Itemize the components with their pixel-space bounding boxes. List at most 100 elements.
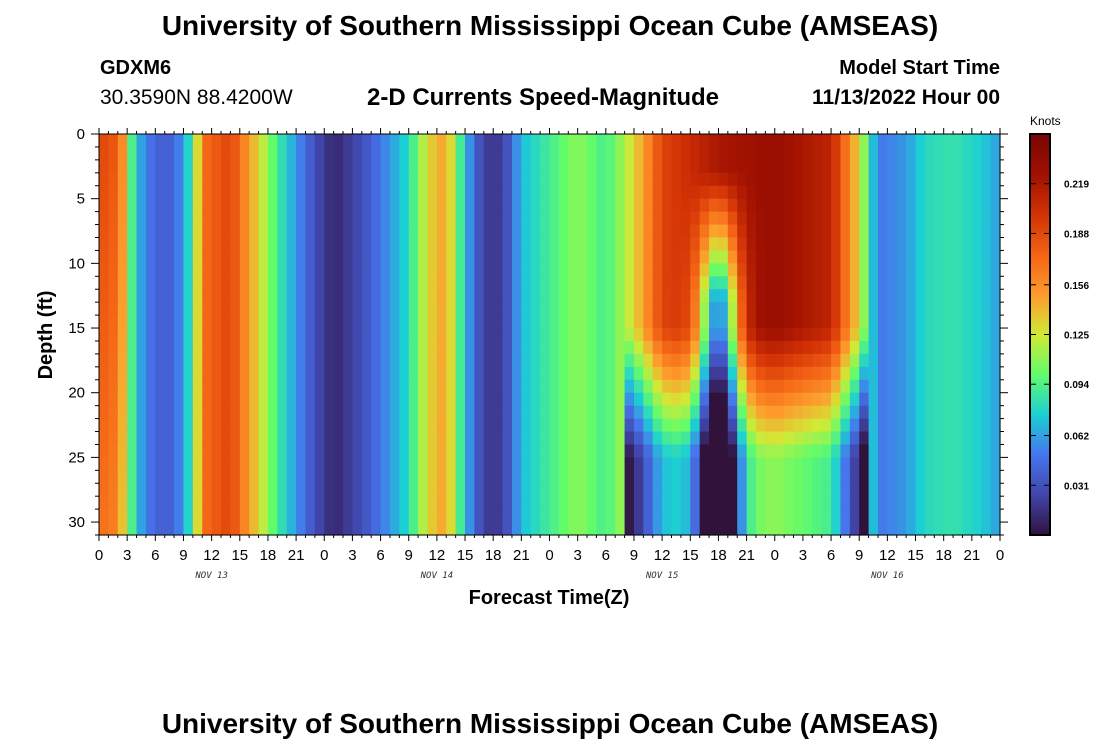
heatmap-cell — [849, 276, 860, 290]
heatmap-cell — [915, 340, 926, 355]
heatmap-cell — [549, 185, 560, 200]
heatmap-cell — [962, 470, 973, 484]
x-tick-label: 21 — [513, 547, 530, 564]
heatmap-cell — [549, 457, 560, 471]
heatmap-cell — [802, 418, 813, 433]
heatmap-cell — [981, 470, 992, 484]
heatmap-cell — [662, 431, 673, 446]
heatmap-cell — [296, 276, 307, 290]
heatmap-cell — [549, 211, 560, 226]
heatmap-cell — [202, 405, 213, 420]
heatmap-cell — [305, 418, 316, 433]
heatmap-cell — [990, 444, 1001, 458]
heatmap-cell — [408, 366, 419, 381]
heatmap-cell — [558, 457, 569, 471]
heatmap-cell — [718, 522, 729, 536]
heatmap-cell — [408, 134, 419, 148]
heatmap-cell — [558, 185, 569, 200]
heatmap-cell — [765, 392, 776, 407]
heatmap-cell — [953, 431, 964, 446]
heatmap-cell — [765, 509, 776, 523]
heatmap-cell — [540, 263, 551, 277]
heatmap-cell — [408, 522, 419, 536]
heatmap-cell — [474, 353, 485, 368]
heatmap-cell — [239, 509, 250, 523]
heatmap-cell — [343, 172, 354, 187]
heatmap-cell — [652, 509, 663, 523]
heatmap-cell — [314, 146, 325, 161]
heatmap-cell — [849, 250, 860, 264]
heatmap-cell — [239, 522, 250, 536]
heatmap-cell — [821, 431, 832, 446]
heatmap-cell — [436, 289, 447, 303]
heatmap-cell — [577, 159, 588, 174]
heatmap-cell — [117, 146, 128, 161]
heatmap-cell — [915, 276, 926, 290]
heatmap-cell — [483, 470, 494, 484]
heatmap-cell — [981, 405, 992, 420]
heatmap-cell — [643, 159, 654, 174]
heatmap-cell — [211, 185, 222, 200]
heatmap-cell — [108, 509, 119, 523]
heatmap-cell — [877, 418, 888, 433]
heatmap-cell — [455, 509, 466, 523]
heatmap-cell — [577, 431, 588, 446]
heatmap-cell — [605, 522, 616, 536]
heatmap-cell — [605, 289, 616, 303]
heatmap-cell — [540, 457, 551, 471]
heatmap-cell — [155, 315, 166, 329]
heatmap-cell — [249, 470, 260, 484]
heatmap-cell — [990, 328, 1001, 342]
heatmap-cell — [859, 418, 870, 433]
heatmap-cell — [211, 470, 222, 484]
heatmap-cell — [99, 237, 109, 252]
heatmap-cell — [990, 211, 1001, 226]
heatmap-cell — [380, 237, 391, 252]
heatmap-cell — [831, 185, 842, 200]
heatmap-cell — [164, 302, 175, 316]
heatmap-cell — [483, 289, 494, 303]
heatmap-cell — [812, 211, 823, 226]
heatmap-cell — [755, 522, 766, 536]
heatmap-cell — [709, 483, 720, 497]
heatmap-cell — [361, 431, 372, 446]
heatmap-cell — [727, 418, 738, 433]
heatmap-cell — [145, 172, 156, 187]
heatmap-cell — [615, 431, 626, 446]
heatmap-cell — [427, 522, 438, 536]
heatmap-cell — [755, 159, 766, 174]
heatmap-cell — [831, 172, 842, 187]
heatmap-cell — [427, 224, 438, 239]
heatmap-cell — [249, 302, 260, 316]
heatmap-cell — [127, 159, 138, 174]
heatmap-cell — [446, 159, 457, 174]
heatmap-cell — [849, 392, 860, 407]
heatmap-cell — [831, 431, 842, 446]
heatmap-cell — [474, 263, 485, 277]
heatmap-cell — [840, 211, 851, 226]
heatmap-cell — [277, 444, 288, 458]
heatmap-cell — [962, 405, 973, 420]
heatmap-cell — [690, 185, 701, 200]
heatmap-cell — [643, 315, 654, 329]
heatmap-cell — [624, 185, 635, 200]
heatmap-cell — [277, 353, 288, 368]
heatmap-cell — [108, 250, 119, 264]
heatmap-cell — [333, 405, 344, 420]
heatmap-cell — [737, 509, 748, 523]
heatmap-cell — [155, 134, 166, 148]
heatmap-cell — [605, 302, 616, 316]
heatmap-cell — [521, 134, 532, 148]
heatmap-cell — [267, 185, 278, 200]
heatmap-cell — [99, 522, 109, 536]
heatmap-cell — [821, 522, 832, 536]
heatmap-cell — [408, 289, 419, 303]
heatmap-cell — [568, 315, 579, 329]
heatmap-cell — [399, 392, 410, 407]
heatmap-cell — [418, 328, 429, 342]
heatmap-cell — [446, 302, 457, 316]
heatmap-cell — [859, 392, 870, 407]
heatmap-cell — [221, 496, 231, 510]
heatmap-cell — [277, 431, 288, 446]
heatmap-cell — [352, 224, 363, 239]
